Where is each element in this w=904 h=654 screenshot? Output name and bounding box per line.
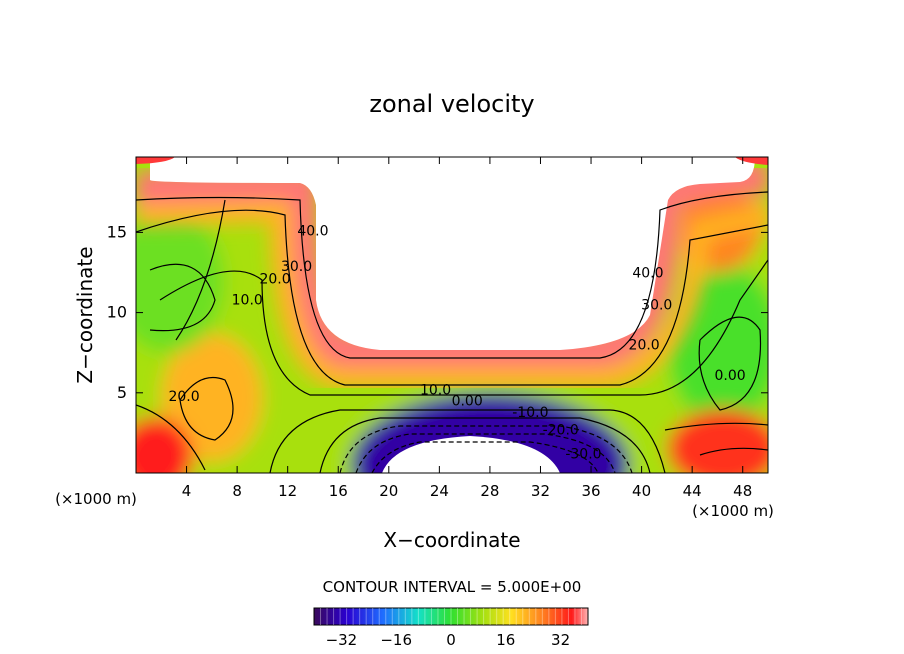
contour-lines (136, 191, 768, 473)
contour-line-4 (319, 417, 651, 473)
x-tick-label-4: 4 (182, 482, 192, 500)
y-tick-label-10: 10 (107, 303, 127, 322)
contour-line-10 (698, 316, 762, 411)
contour-label-5: 40.0 (632, 265, 663, 281)
field-feature-5 (136, 416, 193, 473)
colorbar-tick-label-2: 0 (446, 631, 456, 649)
contour-label-7: 20.0 (629, 337, 660, 353)
corner-top-right (735, 157, 768, 165)
contour-line-9 (179, 376, 234, 441)
field-feature-6 (666, 408, 768, 473)
x-tick-label-48: 48 (733, 482, 752, 500)
x-tick-label-40: 40 (632, 482, 651, 500)
y-axis-ticks: 5 10 15 (107, 222, 768, 402)
contour-label-11: -10.0 (512, 405, 548, 421)
contour-line-5 (339, 425, 633, 473)
contour-label-8: 10.0 (420, 382, 451, 398)
contour-label-13: -30.0 (565, 447, 601, 463)
contour-line-3 (136, 404, 666, 473)
contour-line-7 (371, 441, 599, 473)
x-tick-label-20: 20 (379, 482, 398, 500)
contour-label-3: 10.0 (232, 293, 263, 309)
plot-frame (135, 156, 769, 474)
contour-label-9: 0.00 (452, 394, 483, 410)
colorbar-tick-label-0: −32 (326, 631, 358, 649)
contour-label-1: 30.0 (281, 259, 312, 275)
contour-line-2 (159, 259, 768, 396)
contour-line-1 (136, 209, 768, 386)
y-tick-label-5: 5 (117, 383, 127, 402)
colorbar-tick-label-1: −16 (380, 631, 412, 649)
field-feature-1 (161, 333, 263, 462)
chart-title: zonal velocity (369, 90, 534, 118)
contour-label-6: 30.0 (641, 297, 672, 313)
x-tick-label-32: 32 (531, 482, 550, 500)
shear-band-yellow (136, 200, 768, 389)
x-unit-label: (×1000 m) (55, 490, 137, 508)
y-unit-label: (×1000 m) (692, 502, 774, 520)
field-feature-2 (136, 208, 225, 353)
contour-labels: 40.030.020.010.020.040.030.020.010.00.00… (168, 224, 745, 463)
contour-line-0 (136, 191, 768, 359)
y-axis-label: Z−coordinate (73, 246, 97, 383)
contour-label-10: 0.00 (714, 368, 745, 384)
contour-label-4: 20.0 (168, 389, 199, 405)
colorbar-tick-label-4: 32 (551, 631, 570, 649)
y-tick-label-15: 15 (107, 222, 127, 241)
contour-label-2: 20.0 (259, 272, 290, 288)
x-axis-ticks: 4 8 12 16 20 24 28 32 36 40 44 48 (182, 157, 752, 500)
contour-interval-label: CONTOUR INTERVAL = 5.000E+00 (323, 578, 582, 596)
x-tick-label-44: 44 (683, 482, 702, 500)
corner-top-left (136, 157, 175, 164)
contour-label-0: 40.0 (297, 224, 328, 240)
x-tick-label-8: 8 (232, 482, 242, 500)
upper-mask (150, 157, 755, 350)
colorbar-stripes (320, 608, 582, 625)
masked-topography (136, 157, 768, 473)
colorbar-tick-label-3: 16 (496, 631, 515, 649)
x-tick-label-24: 24 (430, 482, 449, 500)
x-tick-label-36: 36 (581, 482, 600, 500)
contour-line-11 (664, 422, 768, 456)
x-axis-label: X−coordinate (383, 528, 520, 552)
colorbar-ticks: −32 −16 0 16 32 (326, 631, 571, 649)
x-tick-label-16: 16 (329, 482, 348, 500)
lower-mask (382, 436, 560, 473)
contour-line-8 (149, 199, 226, 341)
colorbar (313, 607, 589, 626)
x-tick-label-28: 28 (480, 482, 499, 500)
x-tick-label-12: 12 (278, 482, 297, 500)
contour-label-12: -20.0 (543, 423, 579, 439)
